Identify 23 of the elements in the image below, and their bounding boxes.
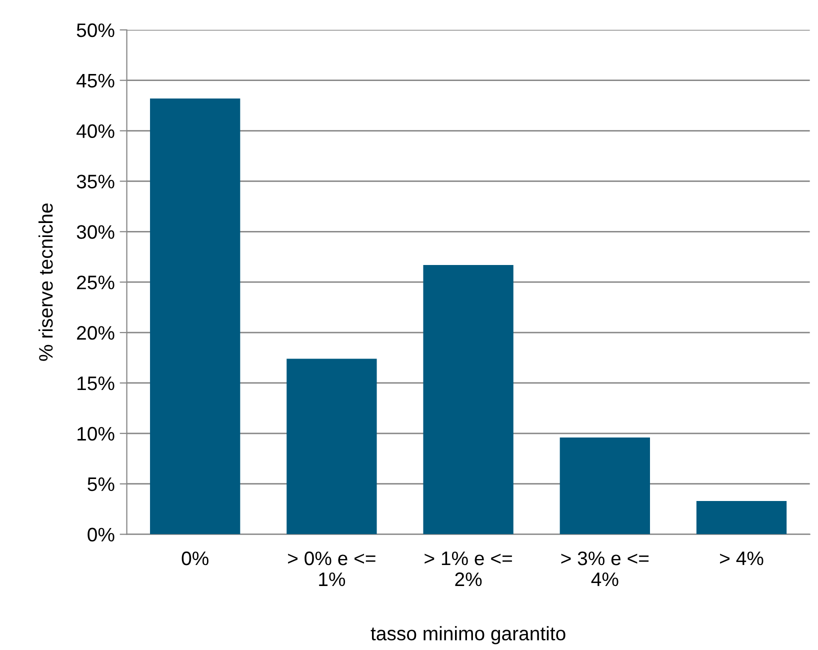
y-tick-label: 50% — [76, 23, 114, 38]
y-tick-label: 0% — [88, 528, 114, 542]
bar — [286, 358, 377, 534]
y-tick-label: 30% — [76, 225, 114, 239]
bar — [560, 437, 650, 534]
bar — [696, 501, 787, 534]
y-tick-label: 35% — [76, 174, 114, 188]
x-tick-label: > 4% — [720, 552, 764, 566]
y-tick-label: 15% — [78, 376, 114, 390]
y-tick-label: 45% — [76, 74, 114, 88]
y-tick-label: 10% — [78, 426, 114, 441]
x-axis-title: tasso minimo garantito — [370, 626, 566, 644]
bar — [423, 264, 514, 534]
y-tick-label: 25% — [77, 276, 114, 290]
y-tick-label: 20% — [77, 326, 114, 340]
y-axis-title: % riserve tecniche — [38, 204, 53, 361]
y-tick-label: 5% — [88, 477, 114, 492]
x-tick-label: > 3% e <= 4% — [561, 551, 649, 586]
bar — [150, 98, 240, 534]
x-tick-label: > 0% e <= 1% — [288, 551, 376, 586]
x-tick-label: 0% — [182, 551, 208, 566]
x-tick-label: > 1% e <= 2% — [424, 552, 512, 586]
y-tick-label: 40% — [76, 124, 114, 138]
